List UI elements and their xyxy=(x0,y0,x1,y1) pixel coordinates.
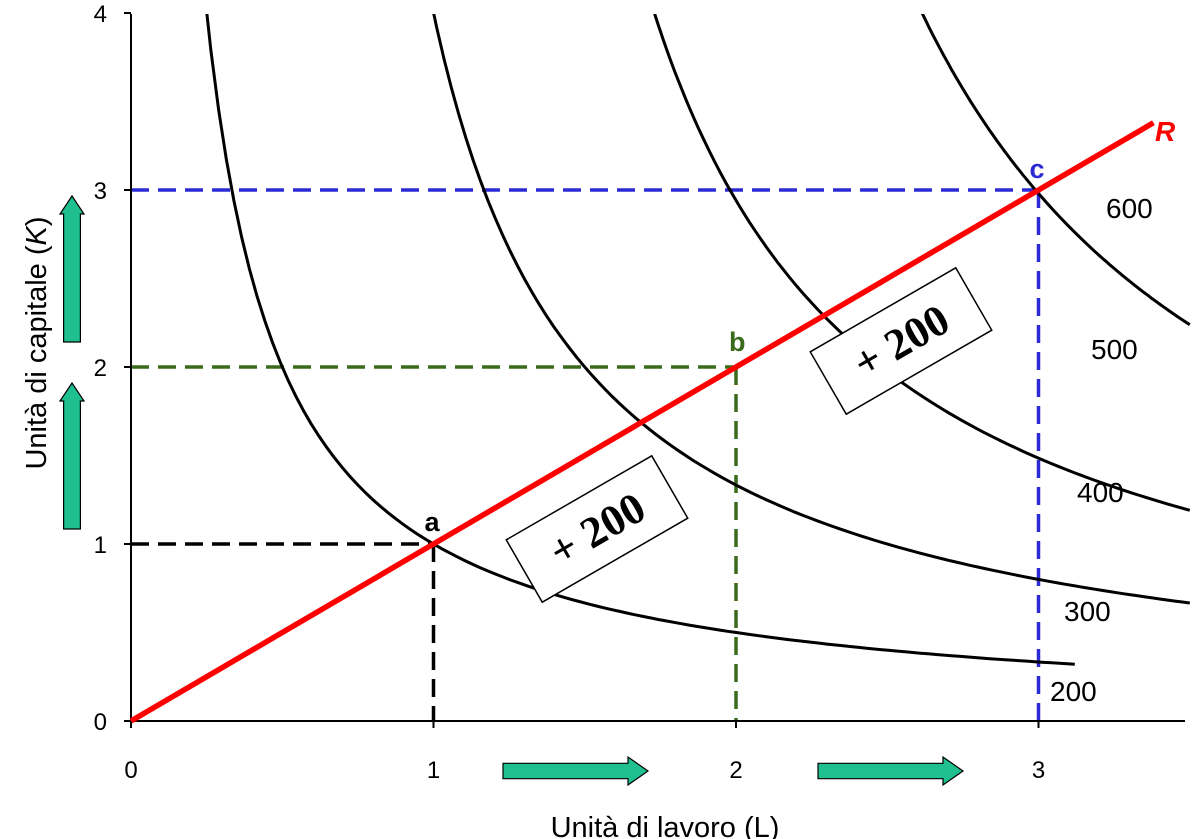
x-tick-label-3: 3 xyxy=(1032,757,1045,784)
increment-box-frame xyxy=(505,454,689,604)
y-tick-label-3: 3 xyxy=(94,178,107,205)
increment-boxes: + 200 + 200 xyxy=(505,266,993,604)
increment-box-2: + 200 xyxy=(809,266,993,416)
increment-box-1: + 200 xyxy=(505,454,689,604)
x-tick-label-0: 0 xyxy=(124,757,137,784)
isoquant-500 xyxy=(920,14,1191,326)
up-arrow-2 xyxy=(58,381,86,530)
y-tick-label-4: 4 xyxy=(94,1,107,28)
guide-lines xyxy=(131,188,1041,721)
y-axis-label: Unità di capitale (K) xyxy=(21,216,53,469)
isoquant-400 xyxy=(653,14,1191,512)
isoquant-200 xyxy=(205,14,1075,666)
y-axis-label-var: K xyxy=(21,224,53,245)
isoquant-label-300: 300 xyxy=(1064,596,1111,627)
y-tick-label-2: 2 xyxy=(94,355,107,382)
y-axis-label-suffix: ) xyxy=(21,216,53,226)
isoquant-curves xyxy=(205,14,1191,666)
y-tick-label-1: 1 xyxy=(94,532,107,559)
ray-line xyxy=(129,120,1155,724)
point-label-b: b xyxy=(729,327,746,357)
x-axis-label: Unità di lavoro (L) xyxy=(551,812,780,839)
x-tick-label-1: 1 xyxy=(427,757,440,784)
point-label-c: c xyxy=(1030,154,1045,184)
x-tick-label-2: 2 xyxy=(729,757,742,784)
chart-labels: 200 300 400 500 600 Ra b c xyxy=(425,116,1177,707)
direction-arrows xyxy=(58,194,965,787)
increment-box-frame xyxy=(809,266,993,416)
ray-label: R xyxy=(1155,116,1176,147)
y-axis-label-prefix: Unità di capitale ( xyxy=(21,245,53,469)
isoquant-300 xyxy=(432,14,1191,605)
up-arrow-1 xyxy=(58,194,86,343)
right-arrow-1 xyxy=(502,755,650,787)
isoquant-label-600: 600 xyxy=(1106,193,1153,224)
ray-r xyxy=(129,120,1155,724)
right-arrow-2 xyxy=(817,755,965,787)
y-tick-label-0: 0 xyxy=(94,709,107,736)
isoquant-label-500: 500 xyxy=(1091,334,1138,365)
axes: 0 1 2 3 4 0 1 2 3 Unità di lavoro (L) Unità di cap… xyxy=(21,1,1185,839)
isoquant-label-200: 200 xyxy=(1050,676,1097,707)
point-label-a: a xyxy=(425,507,441,537)
isoquant-label-400: 400 xyxy=(1077,477,1124,508)
